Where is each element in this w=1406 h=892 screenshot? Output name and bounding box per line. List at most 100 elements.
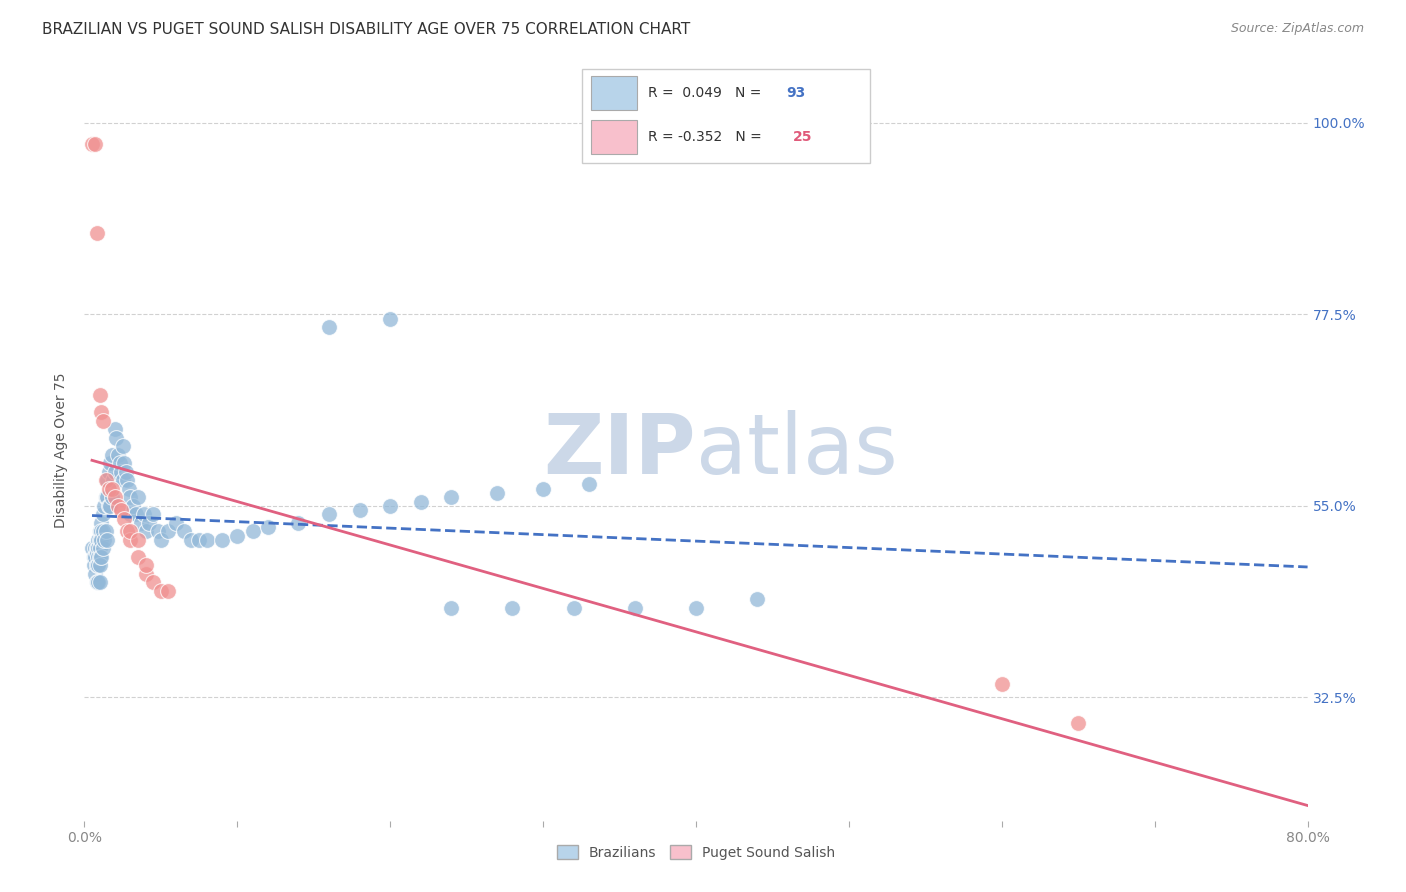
Point: [97, 482, 120, 496]
Point: [94, 473, 117, 487]
Point: [87, 549, 110, 564]
Point: [96, 473, 118, 487]
Point: [318, 508, 340, 522]
Point: [120, 533, 142, 547]
Text: BRAZILIAN VS PUGET SOUND SALISH DISABILITY AGE OVER 75 CORRELATION CHART: BRAZILIAN VS PUGET SOUND SALISH DISABILI…: [42, 22, 690, 37]
Point: [86, 558, 108, 573]
Point: [257, 520, 280, 534]
Point: [120, 490, 142, 504]
Point: [127, 533, 149, 547]
Point: [105, 431, 128, 445]
Point: [157, 524, 180, 539]
Point: [180, 533, 202, 547]
Point: [101, 448, 124, 462]
Point: [101, 482, 124, 496]
Point: [83, 549, 105, 564]
Point: [112, 456, 135, 470]
Point: [89, 524, 111, 539]
Point: [211, 533, 233, 547]
Point: [135, 524, 157, 539]
Point: [142, 575, 165, 590]
Point: [287, 516, 309, 530]
Point: [91, 414, 114, 428]
Point: [86, 545, 108, 559]
Point: [107, 499, 129, 513]
Point: [87, 541, 110, 556]
Point: [89, 575, 111, 590]
Point: [110, 503, 132, 517]
Point: [91, 508, 114, 522]
Point: [104, 422, 127, 436]
Point: [89, 388, 111, 402]
Point: [84, 566, 107, 581]
Point: [90, 524, 112, 539]
Point: [122, 499, 145, 513]
Point: [120, 524, 142, 539]
Point: [84, 541, 107, 556]
Y-axis label: Disability Age Over 75: Disability Age Over 75: [55, 373, 69, 528]
Point: [380, 499, 402, 513]
Point: [747, 592, 769, 607]
Point: [84, 549, 107, 564]
Point: [165, 516, 187, 530]
Point: [132, 508, 155, 522]
Text: 93: 93: [786, 86, 806, 100]
Point: [96, 490, 118, 504]
Point: [103, 473, 125, 487]
Point: [80, 137, 103, 152]
Point: [86, 227, 108, 241]
Legend: Brazilians, Puget Sound Salish: Brazilians, Puget Sound Salish: [551, 839, 841, 865]
Point: [107, 448, 129, 462]
Point: [440, 600, 463, 615]
Point: [89, 558, 111, 573]
Point: [409, 494, 432, 508]
Point: [114, 465, 136, 479]
Point: [115, 524, 138, 539]
Point: [87, 533, 110, 547]
Point: [129, 516, 152, 530]
Point: [115, 473, 138, 487]
Point: [93, 533, 115, 547]
Point: [89, 549, 111, 564]
Point: [118, 482, 141, 496]
Point: [110, 465, 132, 479]
Point: [86, 541, 108, 556]
Point: [135, 558, 157, 573]
Point: [98, 499, 121, 513]
Point: [127, 549, 149, 564]
Point: [120, 508, 142, 522]
Point: [90, 516, 112, 530]
Point: [149, 583, 172, 598]
Text: atlas: atlas: [696, 410, 897, 491]
Point: [98, 456, 121, 470]
Point: [149, 533, 172, 547]
Point: [97, 499, 120, 513]
Point: [97, 465, 120, 479]
Point: [93, 499, 115, 513]
Text: R = -0.352   N =: R = -0.352 N =: [648, 130, 766, 145]
Point: [104, 465, 127, 479]
Point: [146, 524, 169, 539]
Point: [135, 566, 157, 581]
Point: [89, 541, 111, 556]
Point: [578, 477, 600, 491]
Point: [991, 677, 1014, 691]
Point: [90, 405, 112, 419]
Point: [440, 490, 463, 504]
Point: [226, 528, 249, 542]
Point: [91, 541, 114, 556]
Point: [108, 456, 131, 470]
Point: [349, 503, 371, 517]
Point: [90, 533, 112, 547]
Text: Source: ZipAtlas.com: Source: ZipAtlas.com: [1230, 22, 1364, 36]
Point: [96, 533, 118, 547]
Point: [87, 575, 110, 590]
Point: [318, 320, 340, 334]
Point: [242, 524, 264, 539]
Text: R =  0.049   N =: R = 0.049 N =: [648, 86, 766, 100]
Point: [624, 600, 647, 615]
Point: [83, 558, 105, 573]
Point: [86, 575, 108, 590]
Point: [89, 533, 111, 547]
Point: [90, 549, 112, 564]
